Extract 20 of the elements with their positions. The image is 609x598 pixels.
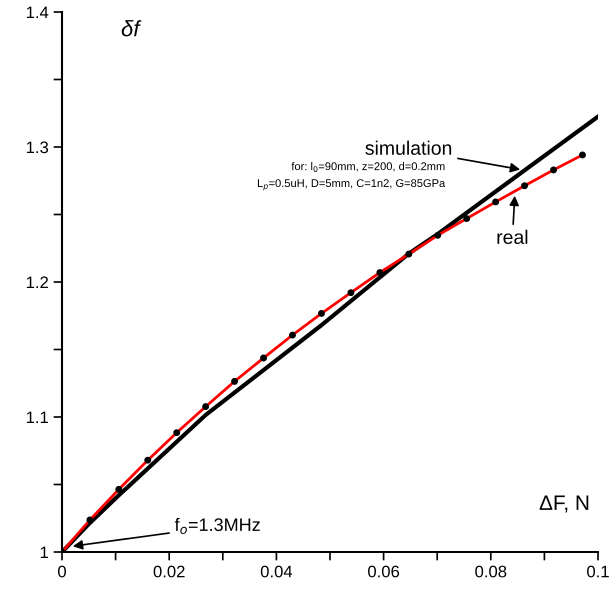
- point: [434, 232, 442, 239]
- x-tick-label: 0: [58, 566, 66, 578]
- y-tick-label: 1.2: [26, 276, 48, 288]
- x-tick-label: 0.02: [154, 566, 185, 578]
- y-tick-label: 1.3: [26, 141, 48, 154]
- annotation: real: [497, 230, 528, 244]
- annotation: for: l$_{0}$=90mm, z=200, d=0.2mm: [292, 162, 444, 172]
- annotation: f$_{o}$=1.3MHz: [174, 518, 260, 534]
- annotation: L$_{p}$=0.5uH, D=5mm, C=1n2, G=85GPa: [258, 179, 446, 190]
- point: [405, 250, 412, 258]
- annotation: simulation: [365, 140, 452, 155]
- x-tick-label: 0.08: [475, 566, 506, 578]
- y-tick-label: 1: [40, 546, 48, 558]
- x-axis-title: ΔF, N: [540, 496, 588, 513]
- y-tick-label: 1.1: [26, 412, 48, 424]
- y-tick-label: 1.4: [26, 6, 48, 18]
- y-axis-title: δf: [122, 20, 142, 36]
- x-tick-label: 0.1: [587, 566, 609, 578]
- x-tick-label: 0.04: [260, 566, 292, 578]
- x-tick-label: 0.06: [368, 566, 400, 578]
